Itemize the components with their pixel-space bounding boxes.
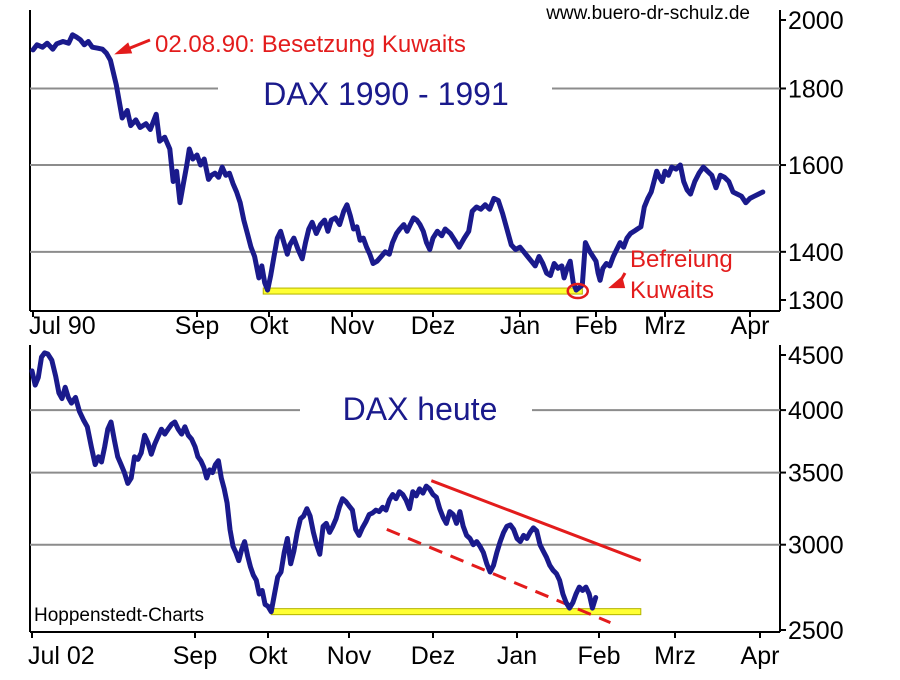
x-tick-label: Dez	[411, 642, 455, 670]
x-tick-label: Jan	[500, 312, 540, 340]
x-tick-label: Feb	[577, 642, 620, 670]
y-tick-label: 3500	[788, 460, 844, 488]
x-tick-label: Mrz	[654, 642, 696, 670]
annotation-befreiung: Befreiung	[630, 246, 733, 273]
source-label: Hoppenstedt-Charts	[34, 605, 204, 626]
x-tick-label: Okt	[249, 642, 288, 670]
annotation-kuwaits: Kuwaits	[630, 277, 714, 304]
x-tick-label: Sep	[175, 312, 219, 340]
y-tick-label: 4500	[788, 342, 844, 370]
y-tick-label: 4000	[788, 397, 844, 425]
x-tick-label: Jul 90	[29, 312, 96, 340]
x-tick-label: Okt	[250, 312, 289, 340]
x-tick-label: Jan	[497, 642, 537, 670]
source-url: www.buero-dr-schulz.de	[545, 3, 750, 24]
support-level-bar	[263, 288, 582, 294]
x-tick-label: Dez	[411, 312, 455, 340]
y-tick-label: 1300	[788, 287, 844, 315]
y-tick-label: 1600	[788, 152, 844, 180]
x-tick-label: Apr	[741, 642, 780, 670]
y-tick-label: 2000	[788, 7, 844, 35]
y-tick-label: 1800	[788, 75, 844, 103]
x-tick-label: Sep	[173, 642, 217, 670]
x-tick-label: Feb	[574, 312, 617, 340]
x-tick-label: Jul 02	[28, 642, 95, 670]
x-tick-label: Apr	[731, 312, 770, 340]
chart-title: DAX heute	[343, 391, 498, 427]
x-tick-label: Nov	[330, 312, 375, 340]
x-tick-label: Mrz	[644, 312, 686, 340]
annotation-besetzung: 02.08.90: Besetzung Kuwaits	[155, 31, 466, 58]
y-tick-label: 1400	[788, 239, 844, 267]
x-tick-label: Nov	[327, 642, 372, 670]
chart-title: DAX 1990 - 1991	[263, 76, 509, 112]
y-tick-label: 2500	[788, 617, 844, 645]
y-tick-label: 3000	[788, 532, 844, 560]
